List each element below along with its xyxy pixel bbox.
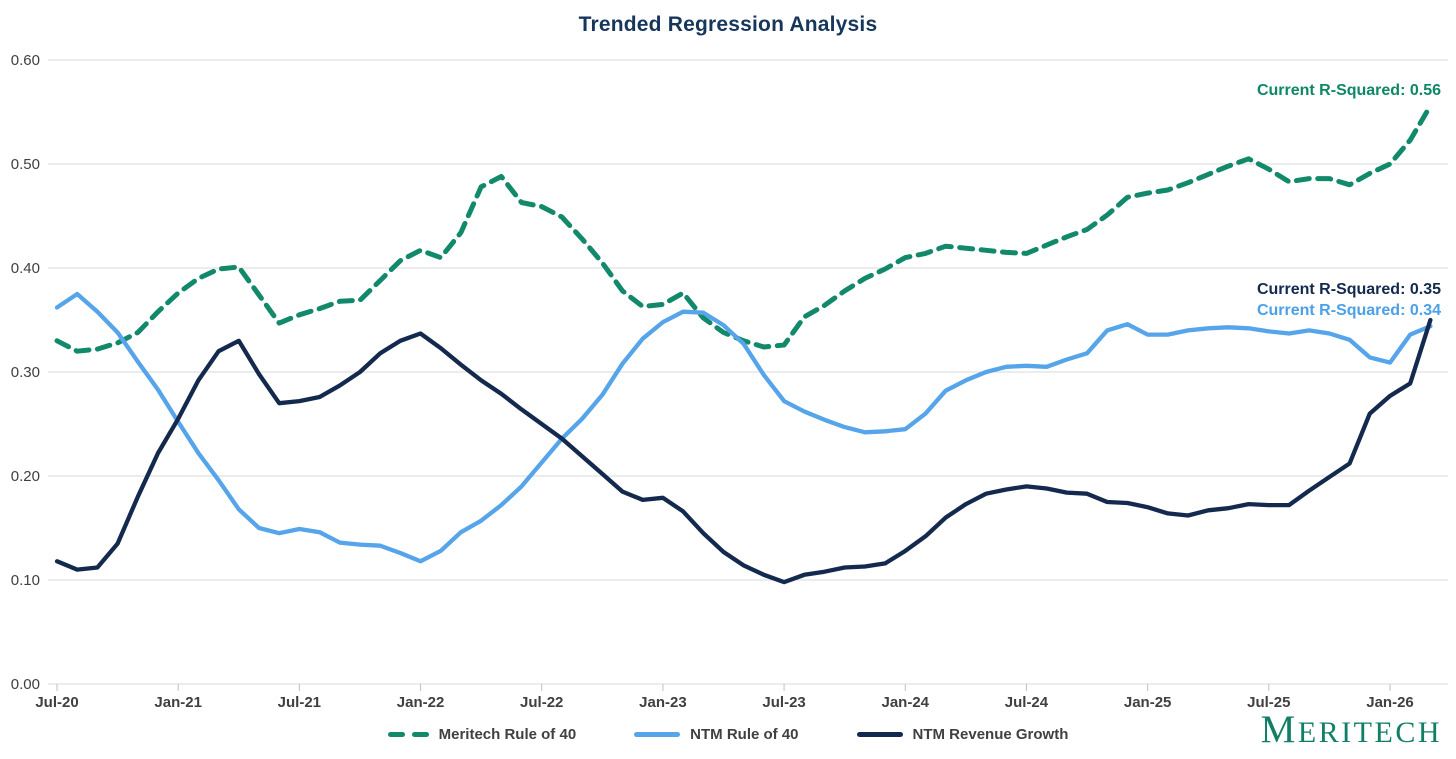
page-title: Trended Regression Analysis xyxy=(578,13,878,36)
x-axis-tick-label: Jul-25 xyxy=(1247,694,1290,711)
x-axis-tick-label: Jan-25 xyxy=(1124,694,1172,711)
annotation-r-squared-meritech: Current R-Squared: 0.56 xyxy=(1256,82,1441,99)
legend-label: Meritech Rule of 40 xyxy=(438,726,577,743)
logo-initial: M xyxy=(1260,708,1298,751)
legend-label: NTM Rule of 40 xyxy=(690,726,799,743)
y-axis-tick-label: 0.50 xyxy=(11,156,40,173)
dashed-line-swatch-icon xyxy=(387,732,429,737)
meritech-logo: MERITECH xyxy=(1261,710,1442,758)
series-line-ntm-revenue-growth xyxy=(54,317,1433,585)
y-axis-tick-label: 0.40 xyxy=(11,260,40,277)
y-axis-tick-label: 0.20 xyxy=(11,468,40,485)
x-axis-tick-label: Jul-21 xyxy=(278,694,321,711)
y-axis-tick-label: 0.60 xyxy=(11,52,40,69)
x-axis-tick-label: Jan-24 xyxy=(882,694,930,711)
legend-item-meritech-rule-of-40: Meritech Rule of 40 xyxy=(387,726,577,743)
logo-rest: ERITECH xyxy=(1297,716,1442,749)
solid-line-swatch-icon xyxy=(634,732,681,737)
annotation-r-squared-revenue-growth: Current R-Squared: 0.35 xyxy=(1256,281,1441,298)
legend-item-ntm-revenue-growth: NTM Revenue Growth xyxy=(856,726,1069,743)
legend-label: NTM Revenue Growth xyxy=(912,726,1069,743)
y-axis-tick-label: 0.30 xyxy=(11,364,40,381)
chart-legend: Meritech Rule of 40 NTM Rule of 40 NTM R… xyxy=(0,726,1456,743)
x-axis-tick-label: Jul-23 xyxy=(762,694,805,711)
y-axis-tick-label: 0.00 xyxy=(11,676,40,693)
x-axis-tick-label: Jul-24 xyxy=(1005,694,1049,711)
legend-item-ntm-rule-of-40: NTM Rule of 40 xyxy=(634,726,799,743)
y-axis-tick-label: 0.10 xyxy=(11,572,40,589)
x-axis-tick-label: Jan-21 xyxy=(154,694,202,711)
x-axis-tick-label: Jul-20 xyxy=(35,694,78,711)
series-line-ntm-rule-of-40 xyxy=(54,291,1433,564)
annotation-r-squared-ntm-rule-of-40: Current R-Squared: 0.34 xyxy=(1256,302,1441,319)
x-axis-tick-label: Jan-23 xyxy=(639,694,687,711)
x-axis-tick-label: Jan-26 xyxy=(1366,694,1414,711)
x-axis-tick-label: Jan-22 xyxy=(397,694,445,711)
series-line-meritech-rule-of-40 xyxy=(54,103,1433,354)
x-axis-tick-label: Jul-22 xyxy=(520,694,563,711)
solid-line-swatch-icon xyxy=(856,732,903,737)
